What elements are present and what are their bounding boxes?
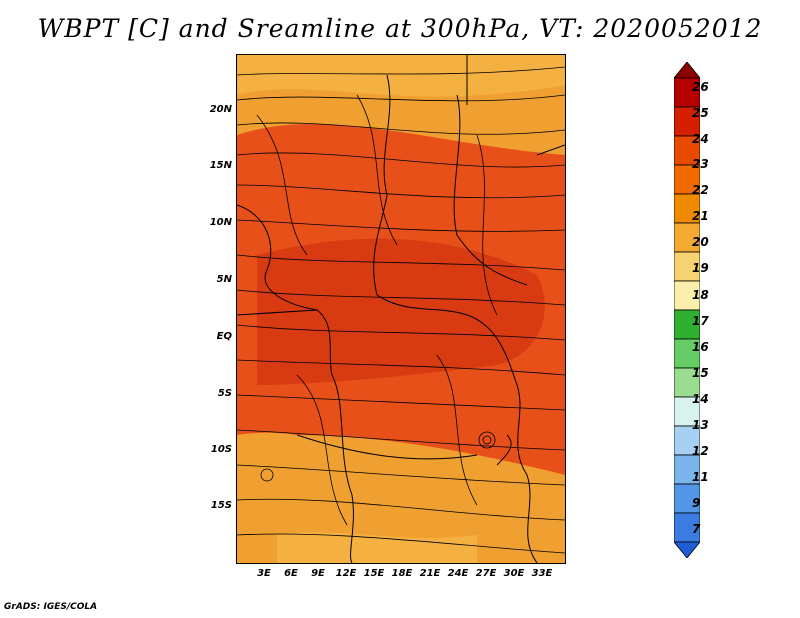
lon-label: 33E [531, 568, 553, 579]
lon-label: 6E [284, 568, 298, 579]
colorbar-segment [674, 425, 700, 456]
lon-label: 30E [503, 568, 525, 579]
colorbar-label: 17 [692, 314, 709, 328]
lon-label: 9E [311, 568, 325, 579]
lat-label: 5N [216, 274, 232, 285]
field-south-light [277, 532, 477, 563]
colorbar-label: 23 [692, 157, 709, 171]
colorbar-top-arrow [674, 62, 700, 79]
map-svg [237, 55, 565, 563]
colorbar-label: 15 [692, 366, 709, 380]
colorbar-segment [674, 222, 700, 253]
field-south-orange [237, 436, 565, 563]
colorbar-label: 24 [692, 132, 709, 146]
map-panel [236, 54, 566, 564]
lon-label: 18E [391, 568, 413, 579]
colorbar-label: 21 [692, 209, 709, 223]
lat-label: 15S [210, 500, 232, 511]
colorbar [674, 62, 700, 558]
colorbar-segment [674, 280, 700, 311]
colorbar-label: 13 [692, 418, 709, 432]
chart-title: WBPT [C] and Sreamline at 300hPa, VT: 20… [37, 14, 763, 43]
credit-text: GrADS: IGES/COLA [4, 602, 98, 612]
colorbar-label: 14 [692, 392, 709, 406]
colorbar-label: 22 [692, 183, 709, 197]
lon-label: 3E [257, 568, 271, 579]
lat-label: 15N [209, 160, 232, 171]
colorbar-segment [674, 106, 700, 137]
lat-label: EQ [216, 331, 232, 342]
colorbar-label: 7 [692, 522, 701, 536]
colorbar-bottom-arrow [674, 541, 700, 558]
lon-label: 21E [419, 568, 441, 579]
colorbar-label: 19 [692, 261, 709, 275]
lon-label: 24E [447, 568, 469, 579]
colorbar-label: 16 [692, 340, 709, 354]
colorbar-label: 25 [692, 106, 709, 120]
lat-label: 5S [217, 388, 232, 399]
streamlines [237, 66, 565, 554]
colorbar-label: 9 [692, 496, 701, 510]
colorbar-segment [674, 367, 700, 398]
lon-label: 27E [475, 568, 497, 579]
colorbar-label: 26 [692, 80, 709, 94]
lat-label: 10N [209, 217, 232, 228]
lat-label: 20N [209, 104, 232, 115]
lon-label: 15E [363, 568, 385, 579]
field-north-light [237, 55, 565, 97]
colorbar-label: 11 [692, 470, 709, 484]
colorbar-label: 20 [692, 235, 709, 249]
colorbar-label: 18 [692, 288, 709, 302]
colorbar-label: 12 [692, 444, 709, 458]
lon-label: 12E [335, 568, 357, 579]
field-darkred [257, 238, 545, 385]
lat-label: 10S [210, 444, 232, 455]
colorbar-segment [674, 512, 700, 543]
colorbar-segment [674, 77, 700, 108]
colorbar-segment [674, 309, 700, 340]
